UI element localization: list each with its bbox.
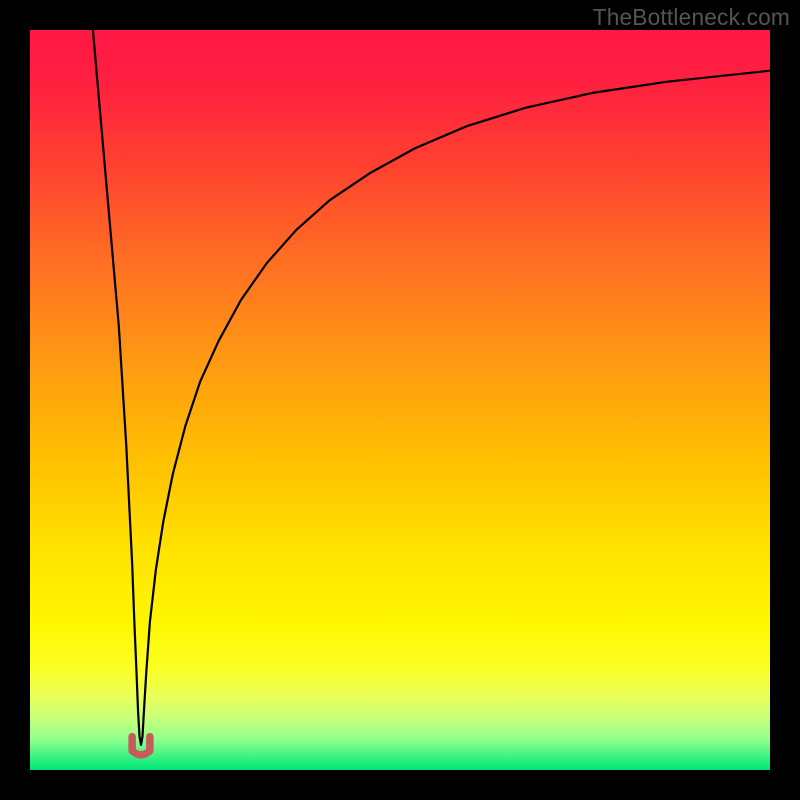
- chart-stage: TheBottleneck.com: [0, 0, 800, 800]
- plot-background: [30, 30, 770, 770]
- chart-svg: [0, 0, 800, 800]
- watermark-text: TheBottleneck.com: [593, 4, 790, 31]
